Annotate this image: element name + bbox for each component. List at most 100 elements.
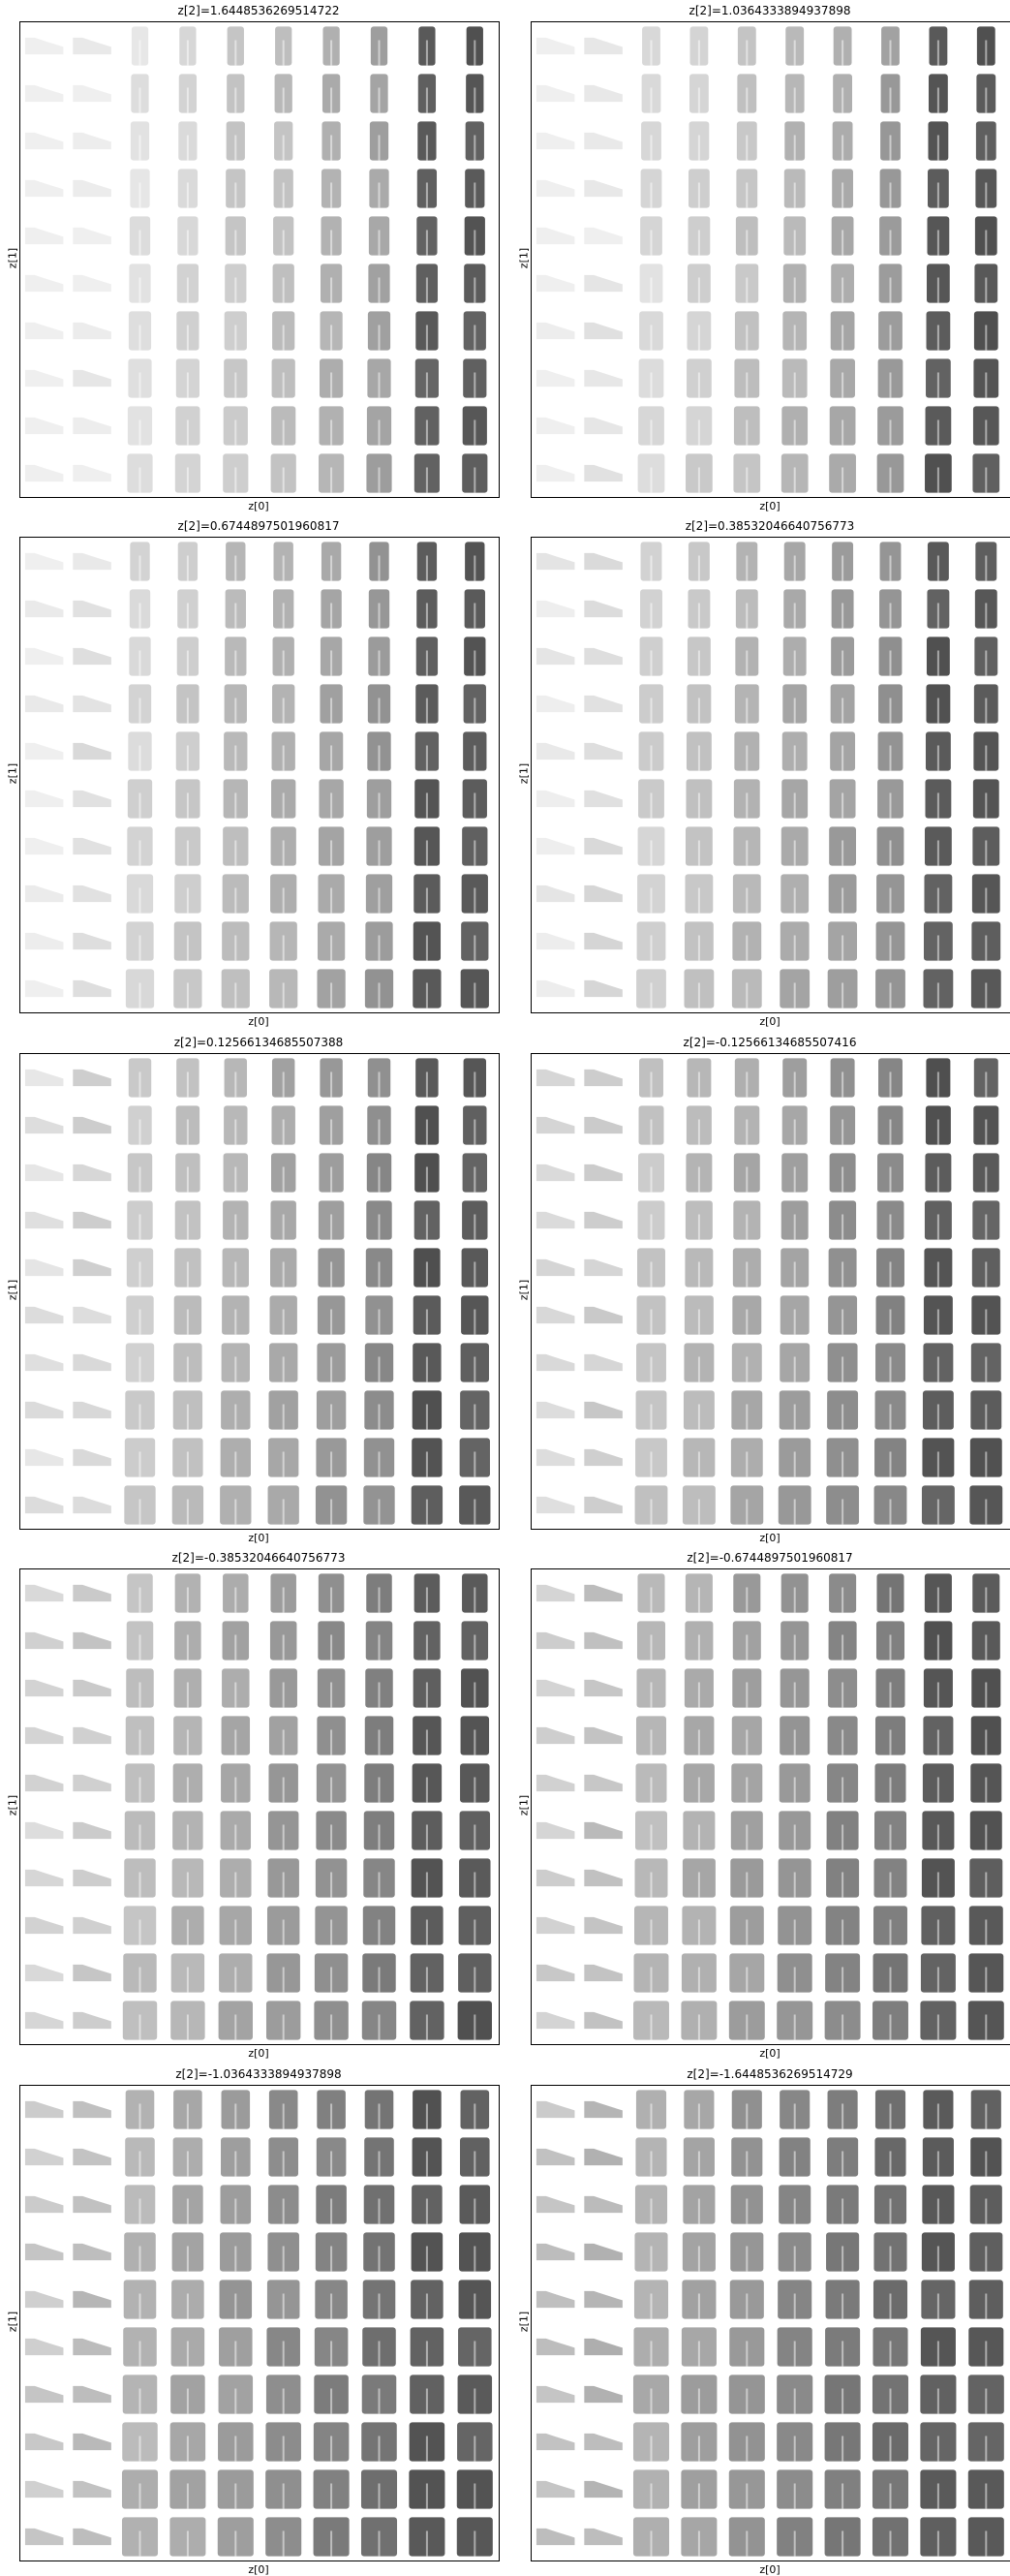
sample-tile [270,1200,296,1240]
decoded-samples [536,26,1000,493]
sample-tile [73,2148,111,2166]
sample-tile [728,2001,765,2040]
sample-tile [728,2422,765,2462]
sample-tile [584,322,623,340]
sample-tile [731,1390,763,1430]
sample-tile [536,837,575,855]
sample-tile [73,227,111,245]
sample-tile [172,2185,203,2224]
sample-tile [460,1343,489,1382]
sample-tile [584,2100,623,2119]
sample-tile [682,1906,717,1945]
sample-tile [363,2232,395,2272]
sample-tile [176,636,199,676]
sample-tile [826,1438,859,1477]
sample-tile [924,1200,952,1240]
sample-tile [968,1953,1004,1993]
sample-tile [316,2137,347,2177]
sample-tile [927,589,950,629]
sample-tile [171,1858,204,1898]
sample-tile [833,74,853,113]
sample-tile [73,369,111,388]
sample-tile [360,2517,398,2557]
sample-tile [972,826,1000,866]
sample-tile [410,2374,444,2414]
sample-tile [687,358,712,398]
sample-tile [777,2001,813,2040]
sample-tile [584,1584,623,1602]
sample-tile [370,26,388,66]
sample-tile [927,264,950,303]
sample-tile [778,2280,812,2319]
sample-tile [584,2290,623,2309]
sample-tile [225,636,247,676]
sample-tile [414,358,440,398]
sample-tile [364,1343,394,1382]
sample-tile [269,1621,297,1660]
sample-tile [635,1811,667,1850]
sample-tile [872,2001,908,2040]
sample-tile [413,1343,442,1382]
sample-tile [536,885,575,903]
sample-tile [272,311,295,351]
sample-tile [413,1668,442,1708]
sample-tile [271,779,296,819]
sample-tile [736,542,758,581]
sample-tile [536,979,575,998]
sample-tile [684,1295,714,1335]
sample-tile [635,2137,667,2177]
sample-tile [970,1716,1001,1755]
sample-tile [412,1390,443,1430]
sample-tile [642,26,660,66]
sample-tile [319,731,344,771]
sample-tile [877,358,903,398]
sample-tile [829,453,856,493]
sample-tile [731,969,762,1009]
image-grid [19,21,500,498]
sample-tile [129,589,151,629]
sample-tile [732,921,762,961]
sample-tile [972,779,999,819]
sample-tile [24,1306,64,1324]
sample-tile [317,1668,346,1708]
sample-tile [632,2422,670,2462]
sample-tile [536,369,575,388]
sample-tile [875,1668,905,1708]
sample-tile [969,2232,1003,2272]
sample-tile [170,2374,205,2414]
sample-tile [827,1343,858,1382]
decoded-samples [536,542,1001,1009]
sample-tile [780,1716,811,1755]
sample-tile [219,2280,253,2319]
sample-tile [969,1811,1002,1850]
sample-tile [827,2137,859,2177]
sample-tile [127,453,153,493]
sample-tile [638,1105,664,1145]
sample-tile [409,2517,445,2557]
sample-tile [683,1811,716,1850]
sample-tile [780,453,809,493]
sample-tile [126,874,154,914]
sample-tile [734,358,760,398]
sample-tile [131,74,149,113]
sample-tile [416,542,438,581]
sample-tile [414,1105,440,1145]
sample-tile [635,1763,667,1803]
sample-tile [734,1105,760,1145]
sample-tile [831,589,854,629]
sample-tile [922,1811,955,1850]
sample-tile [536,1401,575,1419]
sample-tile [734,311,759,351]
sample-tile [413,826,441,866]
sample-tile [875,969,905,1009]
sample-tile [361,2374,397,2414]
sample-tile [972,453,1000,493]
sample-tile [271,1058,295,1098]
sample-tile [967,2469,1004,2509]
sample-tile [877,1105,903,1145]
sample-tile [971,921,1001,961]
sample-tile [728,2517,765,2557]
sample-tile [456,2469,493,2509]
sample-tile [222,1621,250,1660]
sample-tile [925,453,952,493]
